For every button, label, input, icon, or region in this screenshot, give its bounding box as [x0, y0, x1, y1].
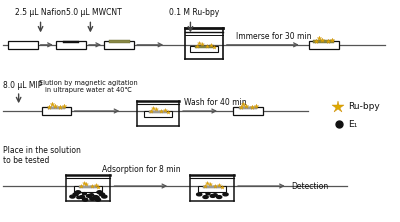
Text: 8.0 μL MIP: 8.0 μL MIP: [3, 81, 42, 90]
Ellipse shape: [210, 194, 215, 197]
Bar: [63, 41, 79, 43]
Text: E₁: E₁: [348, 120, 358, 129]
Bar: [149, 111, 167, 113]
Text: 0.1 M Ru-bpy: 0.1 M Ru-bpy: [169, 8, 220, 17]
Bar: [8, 41, 38, 49]
Ellipse shape: [76, 191, 81, 194]
Bar: [56, 41, 86, 49]
Ellipse shape: [77, 196, 81, 199]
Bar: [239, 107, 257, 109]
Ellipse shape: [80, 196, 85, 198]
Ellipse shape: [95, 196, 99, 199]
Bar: [74, 186, 102, 192]
Ellipse shape: [213, 194, 217, 196]
Bar: [203, 186, 221, 188]
Bar: [109, 40, 130, 43]
Text: Adsorption for 8 min: Adsorption for 8 min: [102, 165, 180, 174]
Text: Elution by magnetic agitation
in ultrapure water at 40℃: Elution by magnetic agitation in ultrapu…: [39, 80, 138, 93]
Bar: [198, 186, 226, 192]
Ellipse shape: [70, 195, 75, 198]
Text: Wash for 40 min: Wash for 40 min: [184, 98, 247, 107]
Ellipse shape: [90, 194, 94, 196]
Ellipse shape: [197, 193, 202, 196]
Ellipse shape: [82, 193, 86, 195]
Bar: [144, 111, 172, 117]
Ellipse shape: [90, 197, 95, 200]
Ellipse shape: [206, 193, 210, 195]
Ellipse shape: [99, 193, 104, 196]
Ellipse shape: [223, 193, 228, 196]
Text: 5.0 μL MWCNT: 5.0 μL MWCNT: [66, 8, 122, 17]
Ellipse shape: [97, 191, 102, 194]
Text: Immerse for 30 min: Immerse for 30 min: [236, 32, 311, 41]
Ellipse shape: [93, 196, 98, 198]
Text: 2.5 μL Nafion: 2.5 μL Nafion: [15, 8, 66, 17]
Bar: [313, 40, 334, 43]
Ellipse shape: [203, 196, 208, 198]
Bar: [48, 107, 66, 109]
Bar: [233, 107, 263, 115]
Bar: [104, 41, 134, 49]
Text: Ru-bpy: Ru-bpy: [348, 102, 380, 111]
Bar: [309, 41, 338, 49]
Text: Detection: Detection: [292, 182, 329, 190]
Bar: [190, 46, 218, 52]
Bar: [42, 107, 72, 115]
Bar: [195, 46, 213, 48]
Ellipse shape: [73, 193, 78, 196]
Bar: [79, 186, 98, 188]
Ellipse shape: [86, 194, 92, 197]
Ellipse shape: [102, 195, 107, 198]
Ellipse shape: [216, 196, 222, 198]
Ellipse shape: [83, 198, 88, 201]
Text: Place in the solution
to be tested: Place in the solution to be tested: [3, 146, 80, 165]
Ellipse shape: [95, 198, 100, 201]
